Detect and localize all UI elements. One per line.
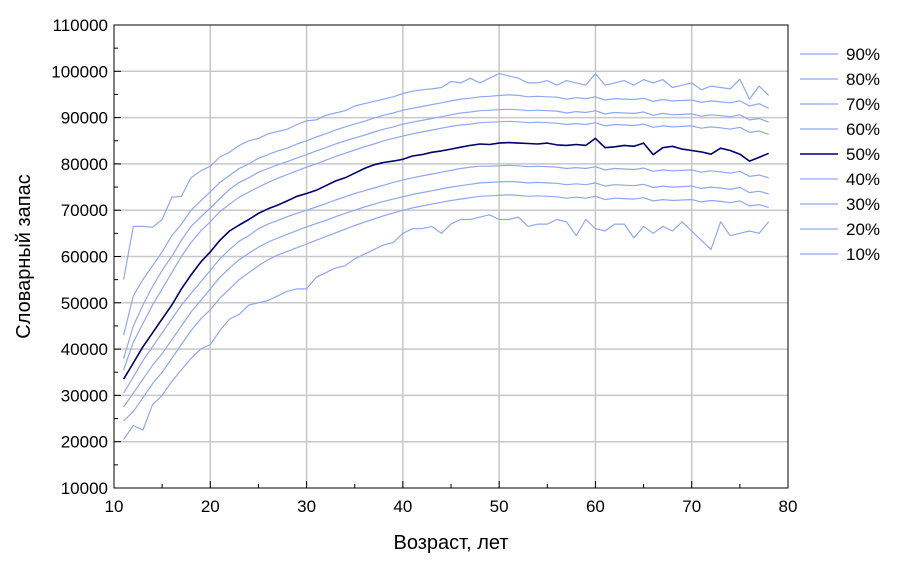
y-tick-label: 90000 [61,109,108,128]
series-line-20pct [123,194,769,422]
legend-label: 20% [846,220,880,239]
x-tick-label: 10 [105,497,124,516]
x-tick-label: 80 [779,497,798,516]
y-tick-label: 20000 [61,433,108,452]
series-lines [122,72,770,440]
x-tick-label: 60 [586,497,605,516]
legend-label: 50% [846,145,880,164]
axis-ticks: 10 20 30 40 50 60 70 80 10000 20000 30000 40000 5000… [51,16,797,516]
y-tick-label: 50000 [61,294,108,313]
legend-label: 90% [846,45,880,64]
series-line-90pct [123,72,770,280]
x-tick-label: 20 [201,497,220,516]
y-tick-label: 110000 [53,16,108,35]
y-tick-label: 100000 [51,62,108,81]
y-tick-label: 70000 [61,201,108,220]
legend-label: 70% [846,95,880,114]
series-line-80pct [123,94,769,336]
series-line-40pct [123,164,769,394]
legend-label: 40% [846,170,880,189]
y-tick-label: 30000 [61,386,108,405]
x-tick-label: 70 [682,497,701,516]
legend-label: 60% [846,120,880,139]
y-tick-label: 40000 [61,340,108,359]
x-tick-label: 50 [490,497,509,516]
series-line-10pct [123,214,770,440]
x-tick-label: 30 [297,497,316,516]
y-tick-label: 80000 [61,155,108,174]
series-line-70pct [123,108,769,359]
series-line-50pct [122,137,770,380]
legend-label: 10% [846,245,880,264]
x-tick-label: 40 [393,497,412,516]
series-line-60pct [123,120,769,371]
legend-label: 30% [846,195,880,214]
y-tick-label: 60000 [61,248,108,267]
y-tick-label: 10000 [61,479,108,498]
series-line-30pct [123,180,769,408]
legend: 90% 80% 70% 60% 50% 40% 30% 20% 10% [800,45,880,264]
grid [114,25,788,488]
y-axis-label: Словарный запас [13,174,35,339]
x-axis-label: Возраст, лет [394,532,509,554]
legend-label: 80% [846,70,880,89]
